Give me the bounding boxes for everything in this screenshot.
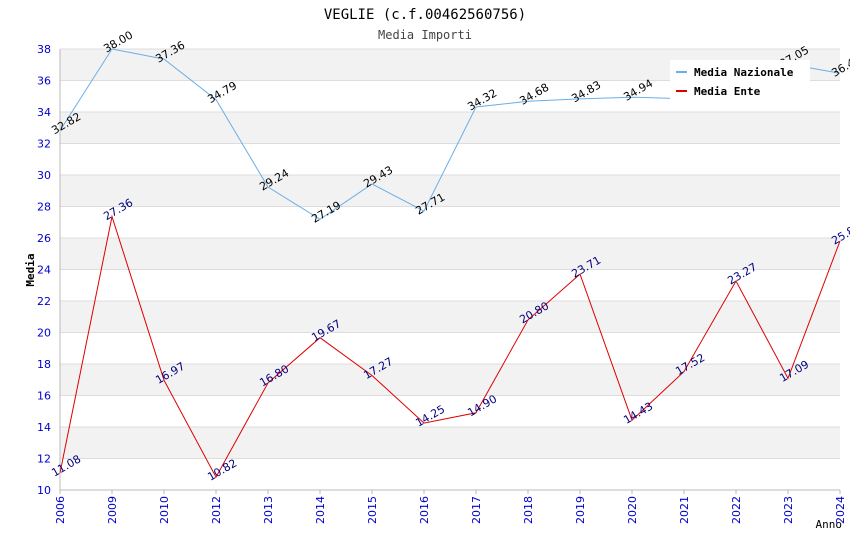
x-tick-label: 2023 <box>782 496 795 524</box>
x-tick-label: 2017 <box>470 496 483 524</box>
grid-band <box>60 269 840 301</box>
grid-band <box>60 238 840 270</box>
chart-title: VEGLIE (c.f.00462560756) <box>324 7 526 23</box>
legend-entry: Media Nazionale <box>694 66 794 79</box>
y-tick-label: 34 <box>37 106 51 119</box>
grid-bands <box>60 48 840 491</box>
grid-band <box>60 332 840 364</box>
y-tick-label: 32 <box>37 138 51 151</box>
grid-band <box>60 175 840 207</box>
x-axis-label: Anno <box>816 518 843 531</box>
x-tick-label: 2021 <box>678 496 691 524</box>
y-tick-label: 18 <box>37 358 51 371</box>
x-tick-label: 2009 <box>106 496 119 524</box>
grid-band <box>60 395 840 427</box>
y-tick-label: 20 <box>37 327 51 340</box>
y-axis: 10 12 14 16 18 20 22 24 26 28 30 32 34 36 38 <box>37 43 61 497</box>
y-tick-label: 16 <box>37 390 51 403</box>
y-axis-label: Media <box>24 253 37 286</box>
y-tick-label: 10 <box>37 484 51 497</box>
series-line-media-ente <box>59 214 841 479</box>
x-tick-label: 2020 <box>626 496 639 524</box>
y-tick-label: 36 <box>37 75 51 88</box>
grid-band <box>60 112 840 144</box>
grid-band <box>60 364 840 396</box>
x-tick-label: 2016 <box>418 496 431 524</box>
grid-band <box>60 458 840 490</box>
x-tick-label: 2010 <box>158 496 171 524</box>
x-tick-label: 2015 <box>366 496 379 524</box>
y-tick-label: 28 <box>37 201 51 214</box>
y-tick-label: 26 <box>37 232 51 245</box>
x-tick-label: 2006 <box>54 496 67 524</box>
grid-band <box>60 427 840 459</box>
x-tick-label: 2013 <box>262 496 275 524</box>
legend-entry: Media Ente <box>694 85 761 98</box>
legend-box <box>670 60 810 104</box>
x-tick-label: 2019 <box>574 496 587 524</box>
x-tick-label: 2024 <box>834 496 847 524</box>
y-tick-label: 38 <box>37 43 51 56</box>
y-tick-label: 12 <box>37 453 51 466</box>
grid-band <box>60 301 840 333</box>
y-tick-label: 24 <box>37 264 51 277</box>
x-tick-label: 2012 <box>210 496 223 524</box>
grid-band <box>60 206 840 238</box>
x-tick-label: 2014 <box>314 496 327 524</box>
y-tick-label: 30 <box>37 169 51 182</box>
x-axis: 2006 2009 2010 2012 2013 2014 2015 2016 2017 2018… <box>54 489 847 524</box>
legend: Media Nazionale Media Ente <box>670 60 810 104</box>
y-tick-label: 14 <box>37 421 51 434</box>
x-tick-label: 2022 <box>730 496 743 524</box>
x-tick-label: 2018 <box>522 496 535 524</box>
y-tick-label: 22 <box>37 295 51 308</box>
chart-subtitle: Media Importi <box>378 28 472 42</box>
